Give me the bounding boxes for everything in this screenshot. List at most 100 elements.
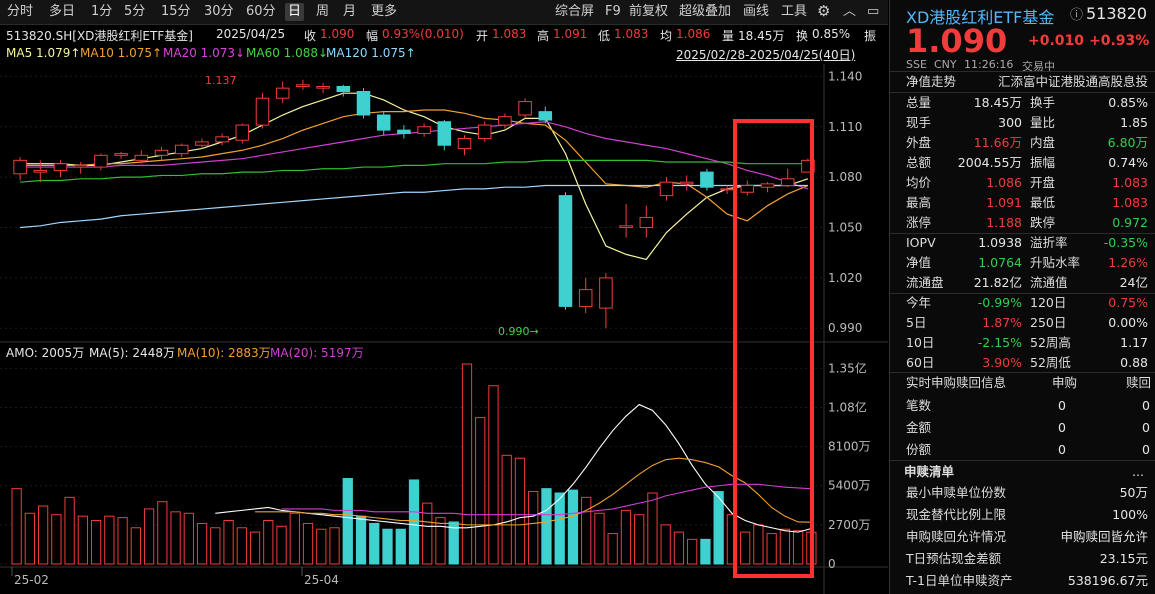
nav-trend-row[interactable]: 净值走势 汇添富中证港股通高股息投 [890,72,1155,92]
candle-body [94,154,108,168]
kline-chart[interactable]: 1.140 1.110 1.080 1.050 1.020 0.990 1.35亿 1.08… [0,64,888,594]
quote-value: 0.88 [1120,355,1148,370]
ma120-value: MA120 1.075↑ [326,46,416,60]
quote-label: 溢折率 [1030,235,1068,250]
quote-row: 总额 2004.55万 振幅 0.74% [890,153,1155,173]
quote-value: -2.15% [977,335,1022,350]
list-item: T日预估现金差额 23.15元 [890,549,1155,569]
super-overlay-button[interactable]: 超级叠加 [679,4,732,19]
quote-value: 1.086 [986,175,1022,190]
ma-line-ma5 [20,92,809,261]
close-label: 收 [304,29,317,43]
amo-bar [143,508,155,565]
composite-screen-button[interactable]: 综合屏 [555,4,595,19]
quote-value: 1.0938 [978,235,1022,250]
period-tab-fenshi[interactable]: 分时 [7,4,34,19]
quote-row: 涨停 1.188 跌停 0.972 [890,213,1155,233]
amo-bar [104,515,115,565]
volume-value: 18.45万 [738,29,785,43]
period-tab-day[interactable]: 日 [285,3,305,21]
list-item-value: 申购赎回皆允许 [1060,529,1148,544]
quote-label: 52周高 [1030,335,1071,350]
amo-bar [541,488,552,565]
amo-bar [342,477,353,565]
period-tab-1min[interactable]: 1分 [91,4,113,19]
amo-ma-line [255,457,812,526]
quote-value: 11.66万 [973,135,1022,150]
quote-row: 今年 -0.99% 120日 0.75% [890,293,1155,313]
amo-ma-line [281,483,812,516]
period-tab-week[interactable]: 周 [316,4,330,19]
gear-icon[interactable]: ⚙ [817,2,831,20]
candle-body [498,116,512,126]
high-label: 高 [537,29,550,43]
candle-body [417,126,431,134]
amo-bar [249,531,261,565]
period-tab-30min[interactable]: 30分 [204,4,234,19]
amo-bar [157,501,168,565]
amo-bar [117,517,128,565]
amo-bar [448,521,459,565]
candle-body [356,91,371,116]
list-item-value: 50万 [1119,485,1148,500]
quote-row: 最高 1.091 最低 1.083 [890,193,1155,213]
redeem-buy-value: 0 [1058,398,1066,413]
quote-label: 开盘 [1030,175,1056,190]
candle-body [53,163,68,171]
quote-label: 10日 [906,335,935,350]
quote-value: 0.972 [1112,215,1148,230]
candle-body [376,114,391,131]
redeem-row: 份额 0 0 [890,440,1155,460]
quote-value: 0.00% [1108,315,1148,330]
expand-icon[interactable]: ▭ [867,4,880,19]
info-circle-icon[interactable]: ⓘ [1070,8,1084,23]
period-tab-multiday[interactable]: 多日 [49,4,76,19]
list-item: T-1日单位申赎资产 538196.67元 [890,571,1155,591]
amo-bar [687,538,698,565]
candle-body [780,178,795,187]
period-tab-60min[interactable]: 60分 [246,4,276,19]
forward-adjust-button[interactable]: 前复权 [629,4,669,19]
date-range: 2025/02/28-2025/04/25(40日) [676,48,856,62]
list-more-button[interactable]: ... [1132,464,1144,479]
tools-button[interactable]: 工具 [781,4,808,19]
date-tick: 25-02 [14,573,49,587]
period-tab-15min[interactable]: 15分 [161,4,191,19]
candle-body [740,185,755,193]
quote-date: 2025/04/25 [216,27,286,41]
high-value: 1.091 [553,27,588,41]
amo-bar [581,496,592,565]
candle-body [275,87,290,99]
quote-value: 1.091 [986,195,1022,210]
quote-label: 内盘 [1030,135,1056,150]
period-tab-more[interactable]: 更多 [371,4,398,19]
candle-body [619,225,633,229]
chevron-up-icon[interactable]: ︿ [843,4,857,19]
list-header: 申赎清单 ... [890,462,1155,482]
period-tab-5min[interactable]: 5分 [124,4,146,19]
quote-row: 净值 1.0764 升贴水率 1.26% [890,253,1155,273]
amo-bar [210,527,221,565]
price-change-pct: +0.93% [1089,33,1150,49]
candle-body [659,181,674,197]
draw-line-button[interactable]: 画线 [743,4,770,19]
quote-value: 1.0764 [978,255,1022,270]
amo-bar [607,533,618,565]
list-item: 最小申赎单位份数 50万 [890,483,1155,503]
amo-bar [263,520,274,565]
f9-button[interactable]: F9 [605,4,621,19]
candle-body [437,121,452,146]
trading-status: 交易中 [1022,60,1055,73]
amo-bar [408,479,420,565]
quote-value: 2004.55万 [957,155,1022,170]
amo-bar [355,515,367,565]
period-tab-month[interactable]: 月 [343,4,357,19]
amo-bar [11,488,22,565]
candle-body [578,289,593,307]
quote-row: IOPV 1.0938 溢折率 -0.35% [890,233,1155,253]
candle-body [174,144,189,155]
turnover-label: 换 [796,29,809,43]
redeem-buy-value: 0 [1058,442,1066,457]
candle-body [801,159,815,173]
quote-row: 现手 300 量比 1.85 [890,113,1155,133]
